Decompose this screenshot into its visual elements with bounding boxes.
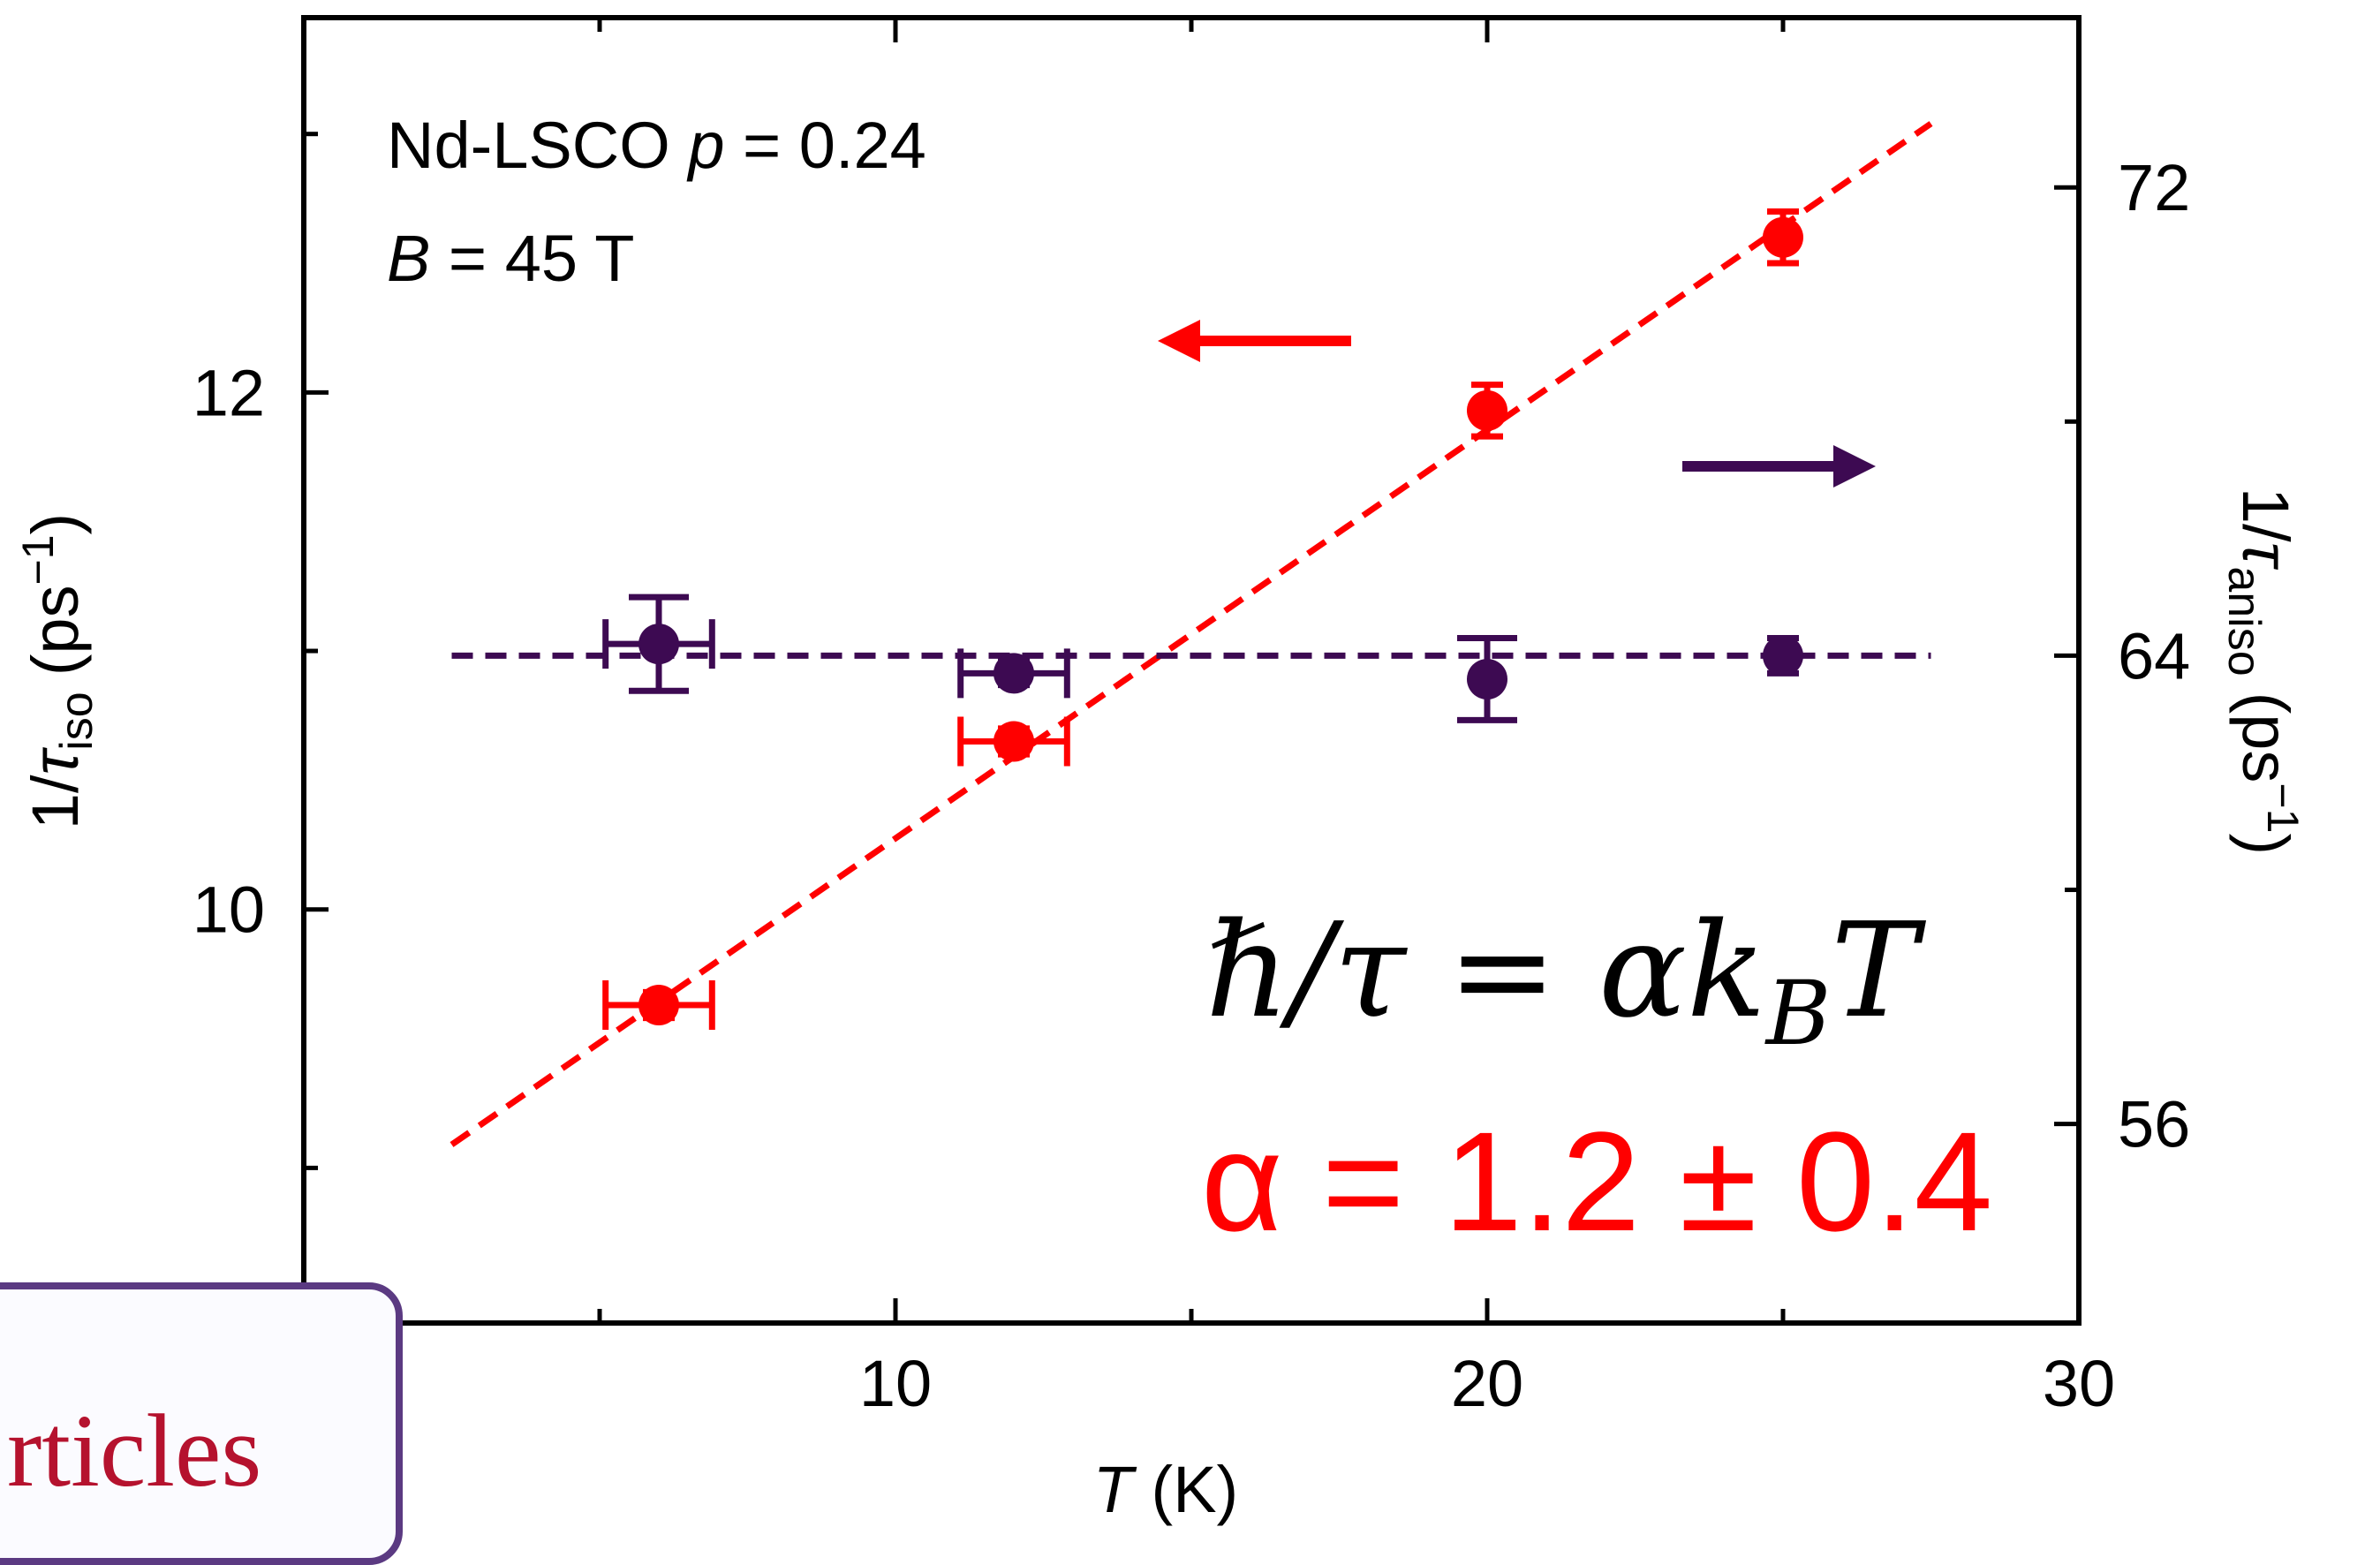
x-tick-label: 30 bbox=[2043, 1347, 2115, 1420]
data-points bbox=[602, 208, 1803, 1031]
y-left-tick-label: 12 bbox=[193, 356, 265, 429]
marker bbox=[1763, 216, 1803, 258]
data-point-aniso bbox=[602, 593, 715, 694]
data-point-iso bbox=[602, 980, 715, 1031]
y-left-tick-label: 10 bbox=[193, 873, 265, 947]
sample-label: Nd-LSCO p = 0.24 bbox=[387, 109, 926, 182]
marker bbox=[638, 624, 679, 665]
fit-lines bbox=[450, 121, 1933, 1147]
marker bbox=[1467, 389, 1507, 431]
axis-tick-labels: 10 20 30 10 12 56 64 72 bbox=[193, 151, 2191, 1420]
chart-area: 10 20 30 10 12 56 64 72 Nd-LSCO p = 0.24 B = 45… bbox=[0, 15, 2308, 1565]
data-point-aniso bbox=[957, 648, 1070, 699]
data-point-iso bbox=[1763, 208, 1803, 267]
data-point-aniso bbox=[1457, 635, 1517, 723]
y-right-tick-label: 72 bbox=[2118, 151, 2190, 224]
data-point-aniso bbox=[1763, 635, 1803, 677]
chart-svg: 10 20 30 10 12 56 64 72 Nd-LSCO p = 0.24 B = 45… bbox=[13, 15, 2308, 1526]
y-right-tick-label: 64 bbox=[2118, 619, 2190, 692]
y-axis-label-right: 1/τaniso(ps−1) bbox=[2218, 488, 2308, 855]
y-right-tick-label: 56 bbox=[2118, 1088, 2190, 1161]
x-tick-label: 20 bbox=[1451, 1347, 1523, 1420]
y-axis-label-left: 1/τiso(ps−1) bbox=[13, 513, 102, 829]
callout-text: rticles bbox=[7, 1393, 262, 1508]
x-tick-label: 10 bbox=[859, 1347, 932, 1420]
marker bbox=[1763, 635, 1803, 677]
alpha-label: α = 1.2 ± 0.4 bbox=[1201, 1102, 1992, 1260]
marker bbox=[994, 653, 1034, 694]
callout-box: rticles bbox=[0, 1282, 403, 1565]
marker bbox=[638, 985, 679, 1026]
x-axis-label: T (K) bbox=[1093, 1453, 1238, 1526]
data-point-iso bbox=[957, 716, 1070, 767]
data-point-iso bbox=[1467, 382, 1507, 440]
marker bbox=[1467, 658, 1507, 699]
field-label: B = 45 T bbox=[387, 222, 634, 295]
marker bbox=[994, 721, 1034, 762]
formula-label: ℏ/τ = αkBT bbox=[1205, 895, 1926, 1065]
plot-frame bbox=[301, 15, 2082, 1326]
